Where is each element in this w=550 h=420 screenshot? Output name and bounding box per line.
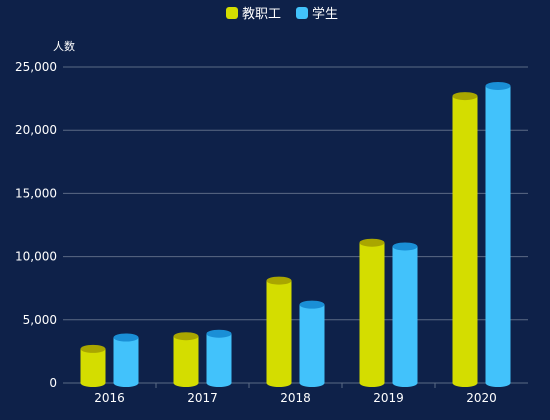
- x-tick-label: 2016: [94, 391, 125, 405]
- legend[interactable]: 教职工 学生: [226, 6, 338, 22]
- bar-body: [80, 348, 106, 383]
- bar-body: [299, 304, 325, 383]
- bar-body: [173, 336, 199, 383]
- bar-body: [452, 96, 478, 384]
- bar-base: [359, 379, 385, 387]
- bar-body: [206, 333, 232, 383]
- bar[interactable]: [359, 238, 385, 387]
- bar-top: [485, 81, 511, 90]
- bar-top: [452, 92, 478, 101]
- legend-swatch: [226, 7, 238, 19]
- bar[interactable]: [392, 242, 418, 387]
- y-tick-label: 15,000: [15, 186, 57, 200]
- bar-top: [173, 332, 199, 341]
- y-axis-unit-label: 人数: [53, 40, 75, 53]
- bar[interactable]: [299, 300, 325, 387]
- bar-base: [485, 379, 511, 387]
- legend-swatch: [296, 7, 308, 19]
- bar[interactable]: [266, 276, 292, 387]
- bar-base: [452, 379, 478, 387]
- bar[interactable]: [485, 81, 511, 387]
- bar[interactable]: [206, 329, 232, 387]
- y-tick-label: 20,000: [15, 123, 57, 137]
- legend-label: 教职工: [242, 6, 281, 22]
- bar-base: [173, 379, 199, 387]
- bar-base: [206, 379, 232, 387]
- x-tick-label: 2020: [466, 391, 497, 405]
- bar-body: [359, 242, 385, 383]
- bar-top: [359, 238, 385, 247]
- y-tick-label: 5,000: [23, 313, 57, 327]
- y-tick-label: 25,000: [15, 60, 57, 74]
- bar-base: [80, 379, 106, 387]
- bar-base: [266, 379, 292, 387]
- bar[interactable]: [80, 344, 106, 387]
- bar-top: [80, 344, 106, 353]
- y-tick-label: 10,000: [15, 250, 57, 264]
- legend-item[interactable]: 教职工: [226, 6, 281, 22]
- bar-base: [392, 379, 418, 387]
- bar-top: [299, 300, 325, 309]
- grid-lines: [63, 66, 528, 384]
- legend-label: 学生: [312, 6, 338, 22]
- x-tick-label: 2019: [373, 391, 404, 405]
- legend-item[interactable]: 学生: [296, 6, 338, 22]
- bar-top: [113, 333, 139, 342]
- bar-top: [206, 329, 232, 338]
- x-tick-label: 2017: [187, 391, 218, 405]
- bar[interactable]: [173, 332, 199, 387]
- bar-top: [392, 242, 418, 251]
- bar[interactable]: [452, 92, 478, 387]
- y-axis-ticks: 0 5,000 10,000 15,000 20,000 25,000: [15, 60, 57, 390]
- bar-body: [113, 337, 139, 383]
- bar-base: [113, 379, 139, 387]
- bar-top: [266, 276, 292, 285]
- bar[interactable]: [113, 333, 139, 387]
- x-tick-label: 2018: [280, 391, 311, 405]
- bar-body: [392, 246, 418, 383]
- bar-body: [485, 85, 511, 384]
- bar-body: [266, 280, 292, 383]
- x-axis-ticks: 2016 2017 2018 2019 2020: [94, 383, 497, 405]
- y-tick-label: 0: [49, 376, 57, 390]
- bar-base: [299, 379, 325, 387]
- bars: [80, 81, 511, 387]
